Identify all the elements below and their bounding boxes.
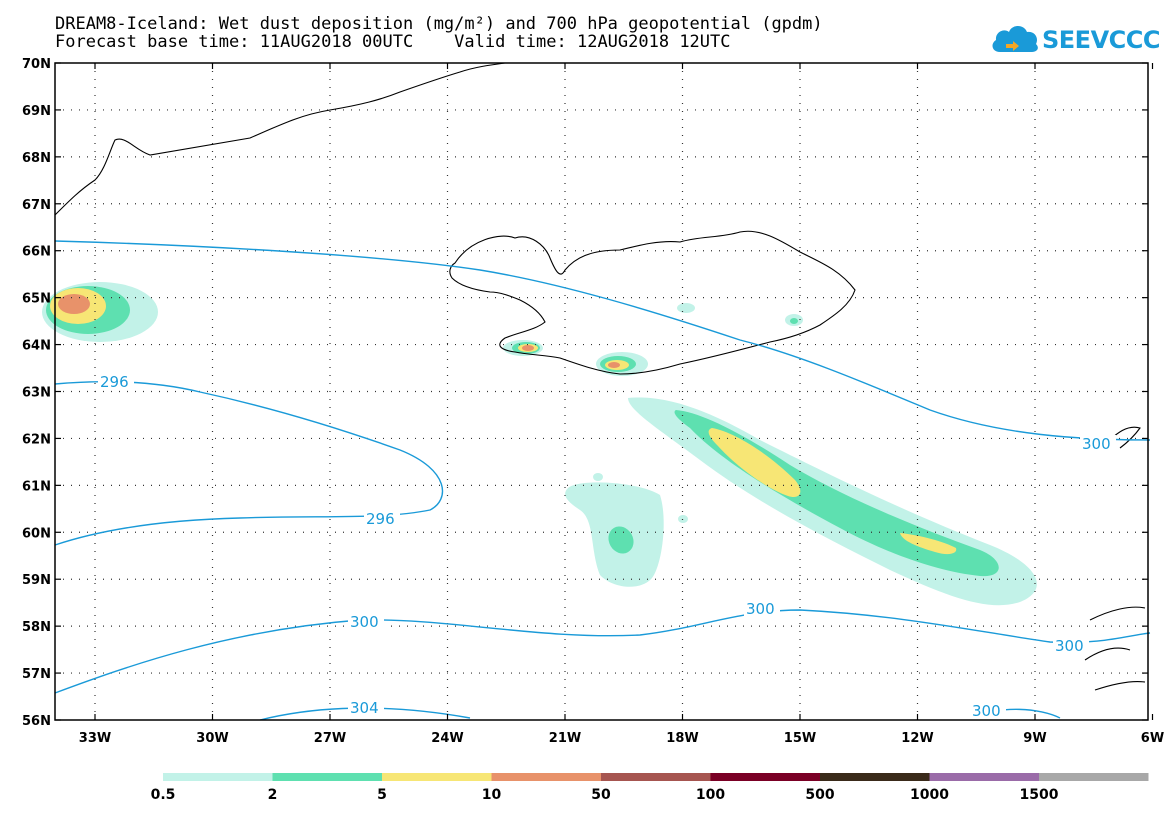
latitude-labels: 70N 69N 68N 67N 66N 65N 64N 63N 62N 61N 60N 59N 58N 5… xyxy=(22,57,51,729)
colorbar-swatch xyxy=(820,773,930,781)
axis-ticks xyxy=(55,62,1154,721)
lon-label: 18W xyxy=(666,731,698,746)
colorbar-swatch xyxy=(382,773,492,781)
deposition-spot-1 xyxy=(677,303,695,313)
deposition-area-west-peak xyxy=(58,294,90,314)
colorbar-swatch xyxy=(1039,773,1149,781)
contour-label-300-d: 300 xyxy=(1055,637,1084,655)
lat-label: 64N xyxy=(22,339,51,354)
colorbar-label: 1000 xyxy=(910,787,949,803)
scotland-coastline xyxy=(1084,606,1146,691)
lat-label: 70N xyxy=(22,57,51,72)
lon-label: 9W xyxy=(1023,731,1046,746)
deposition-area-southwest-mid xyxy=(608,526,634,554)
lon-label: 30W xyxy=(196,731,228,746)
colorbar-label: 1500 xyxy=(1020,787,1059,803)
colorbar-swatch xyxy=(929,773,1039,781)
colorbar-swatch xyxy=(491,773,601,781)
colorbar: 0.5 2 5 10 50 100 500 1000 1500 xyxy=(151,773,1149,803)
deposition-area-south-peak xyxy=(608,362,620,368)
lat-label: 69N xyxy=(22,104,51,119)
logo-text: SEEVCCC xyxy=(1042,26,1161,54)
lat-label: 66N xyxy=(22,245,51,260)
lon-label: 27W xyxy=(314,731,346,746)
lon-label: 33W xyxy=(79,731,111,746)
contour-label-296-a: 296 xyxy=(100,373,129,391)
colorbar-label: 500 xyxy=(805,787,834,803)
longitude-labels: 33W 30W 27W 24W 21W 18W 15W 12W 9W 6W xyxy=(79,731,1164,746)
colorbar-swatch xyxy=(272,773,382,781)
deposition-plume-high-2 xyxy=(900,533,957,555)
graticule xyxy=(55,63,1148,720)
colorbar-swatch xyxy=(710,773,820,781)
contour-label-296-b: 296 xyxy=(366,510,395,528)
colorbar-label: 50 xyxy=(591,787,611,803)
lat-label: 61N xyxy=(22,479,51,494)
colorbar-swatch xyxy=(601,773,711,781)
deposition-plume-high-1 xyxy=(708,428,801,498)
contour-label-300-a: 300 xyxy=(350,613,379,631)
lat-label: 56N xyxy=(22,714,51,729)
colorbar-label: 5 xyxy=(377,787,387,803)
lat-label: 63N xyxy=(22,386,51,401)
contour-label-300-c: 300 xyxy=(1082,435,1111,453)
colorbar-swatch xyxy=(163,773,273,781)
deposition-area-reykjanes-peak xyxy=(522,345,534,351)
coastlines xyxy=(54,62,1146,691)
iceland-coastline xyxy=(449,230,856,375)
lat-label: 68N xyxy=(22,151,51,166)
faroe-coastline xyxy=(1109,426,1141,449)
greenland-coastline xyxy=(54,62,506,216)
geopotential-contours xyxy=(54,240,1151,721)
colorbar-label: 2 xyxy=(268,787,278,803)
contour-304 xyxy=(259,707,471,721)
cloud-icon xyxy=(992,26,1038,52)
lat-label: 60N xyxy=(22,526,51,541)
lon-label: 15W xyxy=(784,731,816,746)
deposition-spot-2-mid xyxy=(790,318,798,324)
contour-label-300-e: 300 xyxy=(972,702,1001,720)
colorbar-label: 100 xyxy=(696,787,725,803)
deposition-spot-3 xyxy=(593,473,603,481)
map-subtitle: Forecast base time: 11AUG2018 00UTC Vali… xyxy=(55,32,731,52)
colorbar-label: 10 xyxy=(482,787,502,803)
contour-296 xyxy=(54,380,444,546)
lon-label: 21W xyxy=(549,731,581,746)
contour-label-300-b: 300 xyxy=(746,600,775,618)
lat-label: 62N xyxy=(22,432,51,447)
contour-label-304: 304 xyxy=(350,699,379,717)
lat-label: 65N xyxy=(22,292,51,307)
contour-300-south xyxy=(54,609,1151,694)
contour-300-north xyxy=(54,240,1151,441)
lat-label: 58N xyxy=(22,620,51,635)
lon-label: 6W xyxy=(1141,731,1164,746)
map-title: DREAM8-Iceland: Wet dust deposition (mg/… xyxy=(55,14,823,34)
lon-label: 24W xyxy=(431,731,463,746)
colorbar-label: 0.5 xyxy=(151,787,176,803)
contour-labels: 296 296 300 300 300 300 304 300 xyxy=(98,373,1116,720)
lat-label: 67N xyxy=(22,198,51,213)
deposition-shading xyxy=(42,282,1037,606)
lat-label: 59N xyxy=(22,573,51,588)
lon-label: 12W xyxy=(901,731,933,746)
seevccc-logo: SEEVCCC xyxy=(990,18,1161,60)
lat-label: 57N xyxy=(22,667,51,682)
map-frame xyxy=(54,62,1149,721)
